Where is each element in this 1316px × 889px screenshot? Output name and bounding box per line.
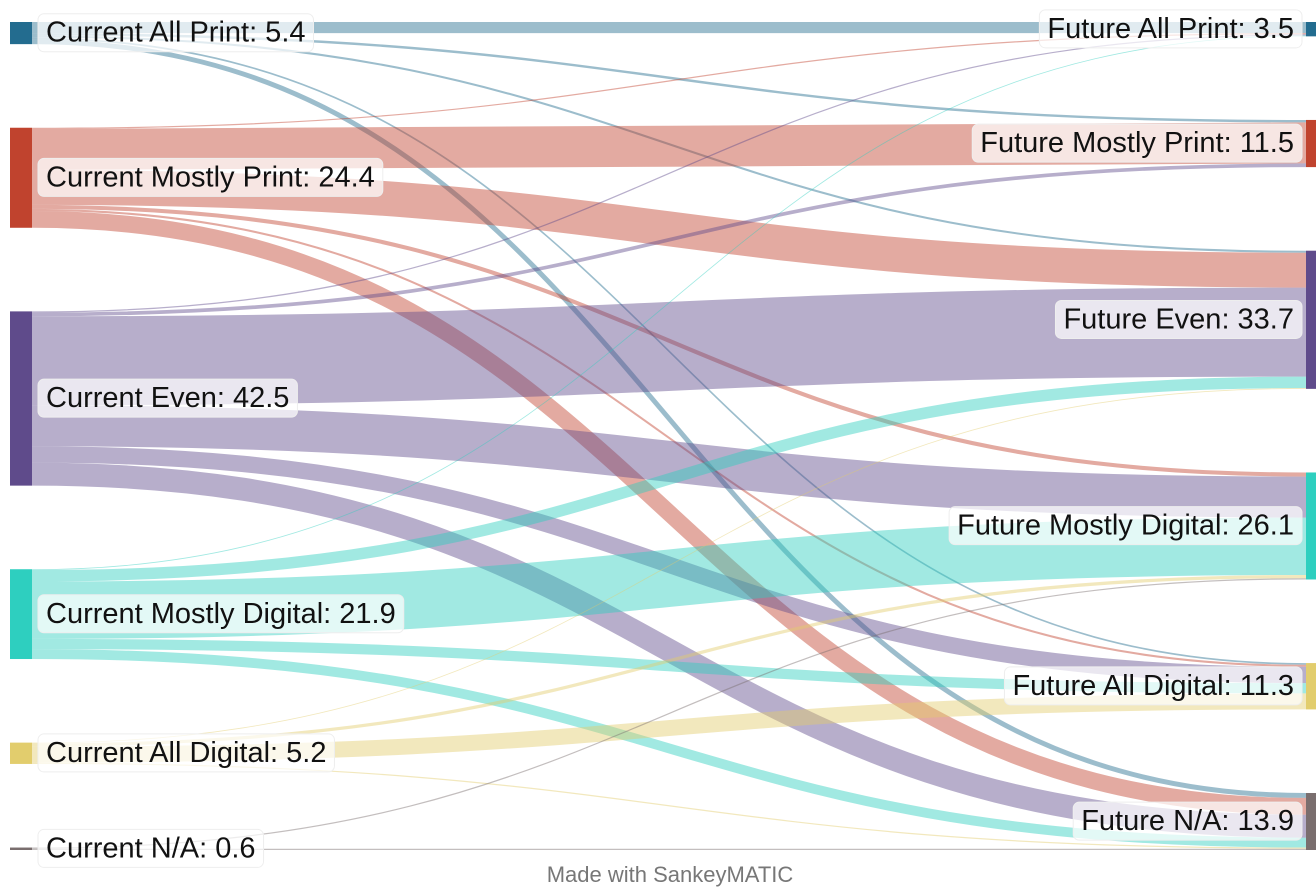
label-bg bbox=[37, 378, 298, 418]
flow bbox=[31, 388, 1307, 744]
flow bbox=[31, 208, 1307, 667]
node-label: Current All Digital: 5.2 bbox=[46, 737, 326, 769]
flow bbox=[31, 578, 1307, 849]
node-label: Current Even: 42.5 bbox=[46, 382, 289, 414]
nodes bbox=[10, 22, 1316, 850]
node bbox=[10, 569, 32, 660]
footer: Made with SankeyMATIC bbox=[547, 862, 794, 887]
label-bg bbox=[1003, 666, 1303, 706]
label-bg bbox=[1054, 299, 1303, 339]
node bbox=[1306, 119, 1316, 168]
node-label: Future All Print: 3.5 bbox=[1047, 13, 1294, 45]
node bbox=[10, 847, 32, 850]
node bbox=[10, 127, 32, 228]
node-label: Future N/A: 13.9 bbox=[1081, 805, 1294, 837]
node bbox=[1306, 793, 1316, 850]
flow bbox=[31, 649, 1307, 848]
flow bbox=[31, 376, 1307, 582]
flow bbox=[31, 37, 1307, 665]
flow bbox=[31, 210, 1307, 815]
flow bbox=[31, 169, 1307, 288]
label-bg bbox=[948, 506, 1303, 546]
label-bg bbox=[37, 157, 384, 197]
node-label: Current N/A: 0.6 bbox=[46, 832, 256, 864]
node-label: Future Even: 33.7 bbox=[1063, 303, 1294, 335]
label-bg bbox=[37, 828, 265, 868]
node bbox=[1306, 472, 1316, 580]
label-bg bbox=[37, 594, 405, 634]
flow bbox=[31, 35, 1307, 571]
labels: Current All Print: 5.4 Current Mostly Pri… bbox=[37, 9, 1303, 868]
node-label: Current All Print: 5.4 bbox=[46, 17, 306, 49]
node bbox=[1306, 663, 1316, 710]
label-bg bbox=[1038, 9, 1303, 49]
flow bbox=[31, 39, 1307, 798]
node bbox=[1306, 250, 1316, 389]
flow bbox=[31, 446, 1307, 684]
flow bbox=[31, 405, 1307, 518]
flow bbox=[31, 462, 1307, 838]
node bbox=[10, 22, 32, 45]
node bbox=[1306, 22, 1316, 37]
label-bg bbox=[1072, 801, 1303, 841]
flow bbox=[31, 204, 1307, 477]
node-label: Future Mostly Print: 11.5 bbox=[980, 127, 1294, 159]
node bbox=[10, 742, 32, 764]
node-label: Current Mostly Digital: 21.9 bbox=[46, 598, 396, 630]
node-label: Future Mostly Digital: 26.1 bbox=[957, 510, 1294, 542]
label-bg bbox=[37, 733, 335, 773]
node bbox=[10, 311, 32, 486]
label-bg bbox=[37, 13, 314, 53]
node-label: Current Mostly Print: 24.4 bbox=[46, 161, 375, 193]
flow bbox=[31, 34, 1307, 313]
label-bg bbox=[971, 123, 1303, 163]
flow bbox=[31, 163, 1307, 317]
node-label: Future All Digital: 11.3 bbox=[1012, 670, 1294, 702]
